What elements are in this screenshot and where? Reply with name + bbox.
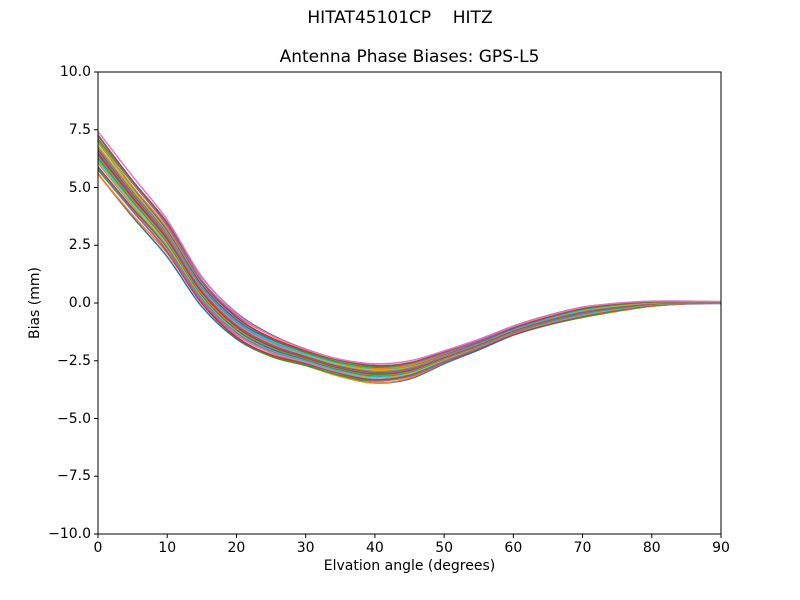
y-tick-label: 7.5 (68, 121, 91, 138)
bias-curve (98, 140, 721, 370)
y-tick-label: 2.5 (68, 237, 91, 254)
y-tick-label: −10.0 (48, 526, 91, 542)
bias-curves (98, 130, 721, 384)
x-tick-label: 50 (435, 540, 454, 556)
bias-curve (98, 141, 721, 370)
y-tick-label: −5.0 (57, 410, 91, 427)
x-tick-label: 40 (365, 540, 384, 556)
bias-curve (98, 140, 721, 370)
bias-curve (98, 130, 721, 365)
x-tick-label: 20 (227, 540, 246, 556)
x-tick-label: 70 (573, 540, 592, 556)
bias-curve (98, 134, 721, 367)
y-tick-label: −7.5 (57, 468, 91, 485)
bias-curve (98, 138, 721, 368)
x-tick-label: 30 (296, 540, 315, 556)
y-tick-label: 0.0 (68, 295, 91, 311)
y-tick-label: 10.0 (59, 64, 91, 80)
chart-title: Antenna Phase Biases: GPS-L5 (279, 47, 540, 67)
x-tick-label: 0 (93, 540, 103, 556)
y-tick-label: 5.0 (68, 179, 91, 196)
x-tick-label: 80 (642, 540, 661, 556)
bias-curve (98, 146, 721, 372)
x-tick-label: 90 (712, 540, 730, 556)
x-tick-label: 10 (158, 540, 177, 556)
figure-suptitle: HITAT45101CP HITZ (307, 8, 493, 28)
bias-curve (98, 135, 721, 367)
bias-curve (98, 144, 721, 371)
x-tick-label: 60 (504, 540, 523, 556)
bias-curve (98, 134, 721, 367)
y-tick-label: −2.5 (57, 352, 91, 369)
x-axis-label: Elvation angle (degrees) (323, 558, 496, 574)
